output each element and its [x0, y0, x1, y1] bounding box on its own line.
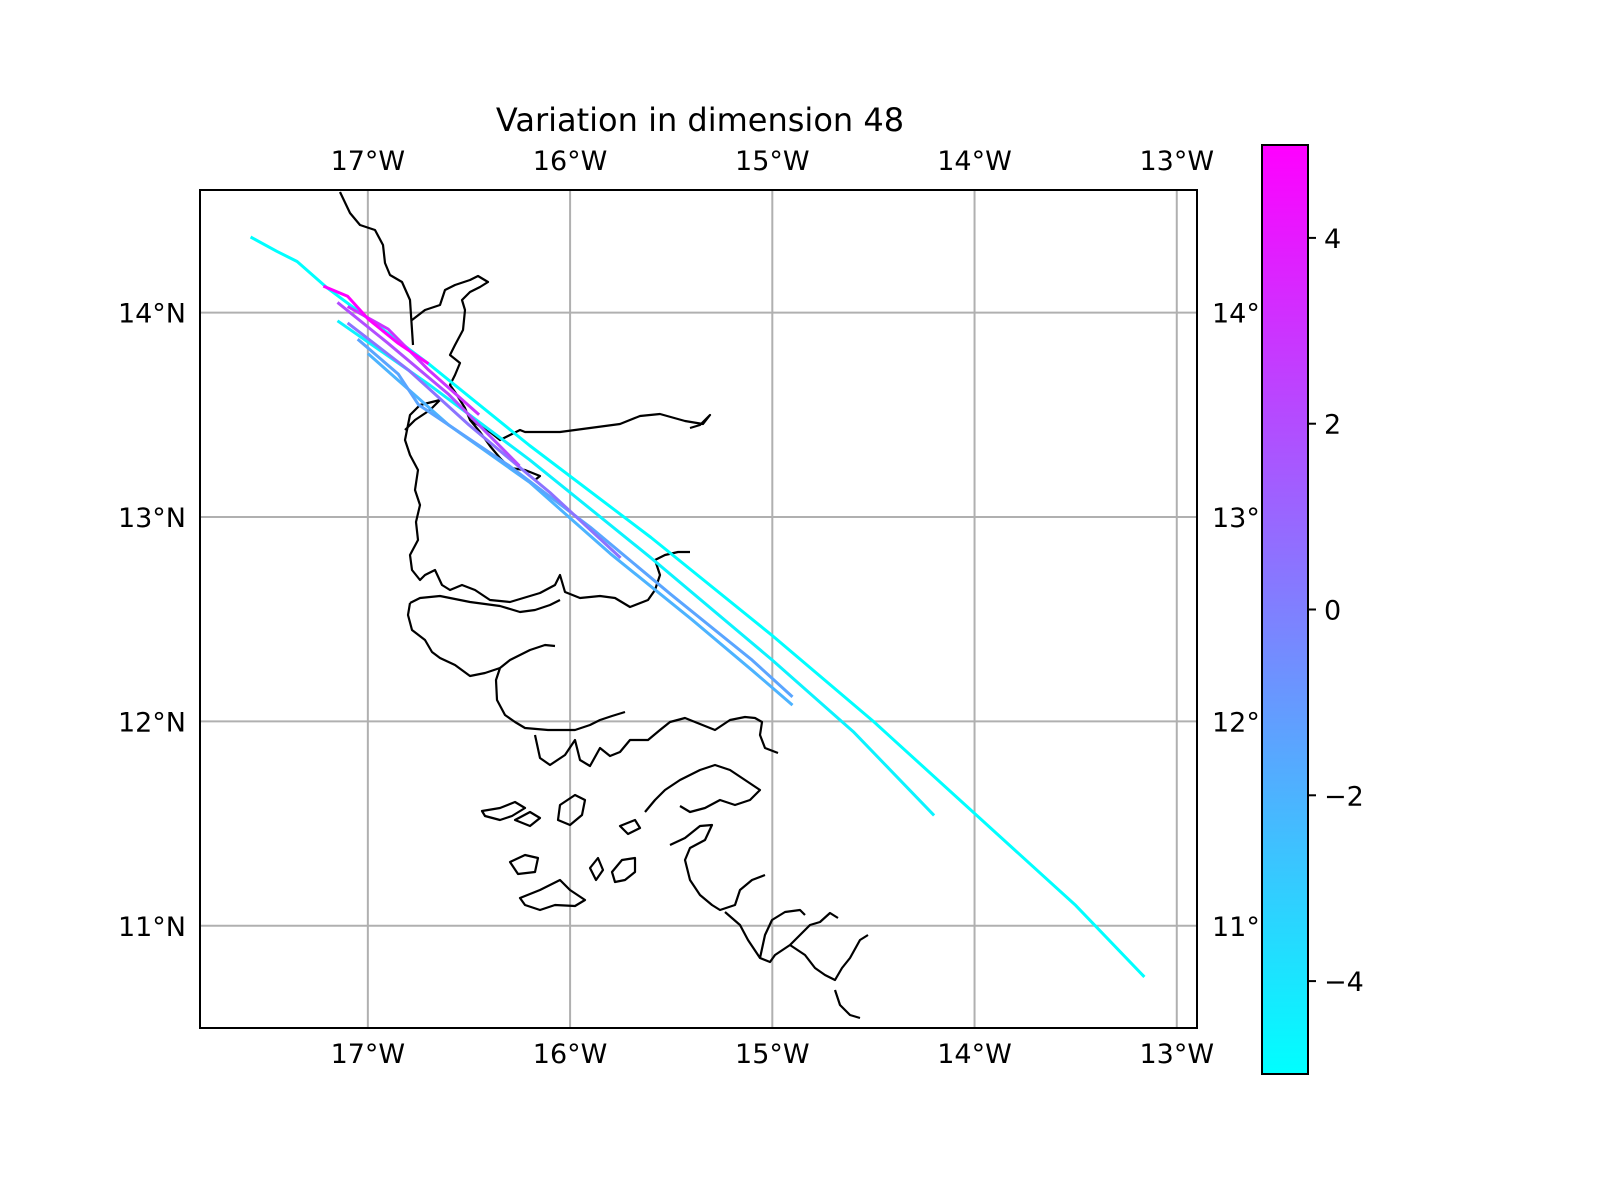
lon-tick-label-bottom: 16°W [533, 1039, 608, 1070]
coastline-saloum [411, 274, 712, 442]
tick-labels: 17°W 17°W 16°W 16°W 15°W 15°W 14°W 14°W 13°W 13°W… [118, 146, 1260, 1070]
colorbar-tick-label: −2 [1324, 781, 1364, 812]
track-line-4 [346, 321, 622, 560]
lon-tick-label-top: 14°W [937, 146, 1012, 177]
gridlines [200, 190, 1197, 1028]
track-lines [249, 235, 1146, 978]
track-line-1 [336, 319, 936, 817]
lon-tick-label-bottom: 13°W [1139, 1039, 1214, 1070]
lat-tick-label-left: 12°N [118, 707, 186, 738]
lat-tick-label-right: 12° [1212, 707, 1260, 738]
lon-tick-label-top: 13°W [1139, 146, 1214, 177]
lat-tick-label-left: 14°N [118, 299, 186, 330]
coastline-bijagos-7 [610, 856, 637, 884]
colorbar-tick-label: 2 [1324, 410, 1341, 441]
colorbar [1261, 144, 1309, 1075]
coastline-bijagos-3 [556, 793, 587, 827]
coastline-bijagos-1 [480, 800, 527, 822]
coastline-bijagos-4 [508, 853, 540, 876]
track-line-0 [249, 235, 1146, 978]
map-background [200, 190, 1197, 1028]
colorbar-ticks: 4 2 0 −2 −4 [1308, 224, 1364, 998]
lon-tick-label-bottom: 15°W [735, 1039, 810, 1070]
colorbar-tick-label: 4 [1324, 224, 1341, 255]
coastline-bijagos-8 [618, 818, 642, 836]
lon-tick-label-bottom: 14°W [937, 1039, 1012, 1070]
coastline-geba [644, 763, 762, 814]
coastline-senegal [339, 191, 415, 346]
lat-tick-label-right: 11° [1212, 912, 1260, 943]
lon-tick-label-bottom: 17°W [331, 1039, 406, 1070]
lat-tick-label-right: 14° [1212, 299, 1260, 330]
lon-tick-label-top: 15°W [735, 146, 810, 177]
lat-tick-label-left: 13°N [118, 503, 186, 534]
track-line-3 [356, 338, 794, 699]
coastline-casamance-north [403, 398, 690, 609]
colorbar-tick-label: −4 [1324, 967, 1364, 998]
lat-tick-label-left: 11°N [118, 912, 186, 943]
chart-title: Variation in dimension 48 [496, 101, 904, 139]
coastline-guinea [669, 823, 869, 1020]
colorbar-tick-label: 0 [1324, 596, 1341, 627]
track-line-7 [322, 284, 430, 365]
lon-tick-label-top: 17°W [331, 146, 406, 177]
lat-tick-label-right: 13° [1212, 503, 1260, 534]
coastline-guinea-bissau [406, 602, 779, 768]
coastline-casamance [409, 594, 561, 614]
coastline-bijagos-5 [518, 878, 587, 912]
map-frame [199, 189, 1198, 1029]
coastline-bijagos-2 [513, 810, 542, 828]
track-line-5 [336, 301, 521, 467]
lon-tick-label-top: 16°W [533, 146, 608, 177]
coastline-bijagos-6 [588, 856, 605, 882]
